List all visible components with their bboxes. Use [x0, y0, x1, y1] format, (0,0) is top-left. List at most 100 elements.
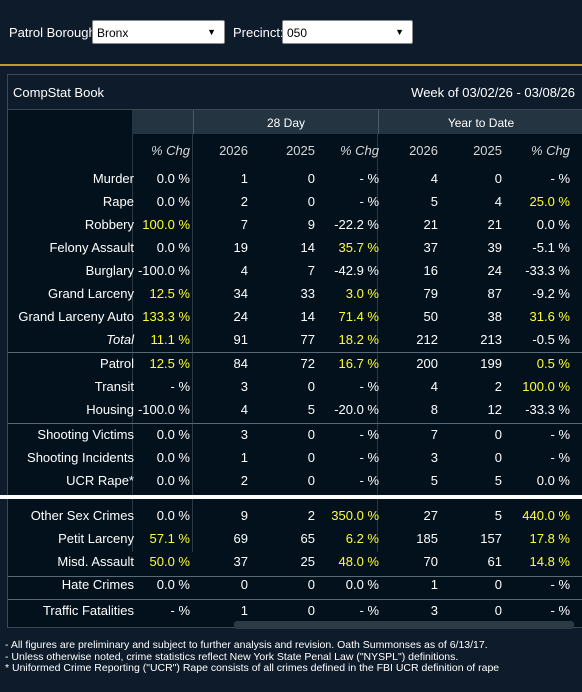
- table-cell: 79: [423, 286, 438, 301]
- table-cell: 3: [430, 603, 438, 618]
- column-separator: [132, 134, 133, 552]
- table-cell: -5.1 %: [532, 240, 570, 255]
- section-divider: [8, 423, 582, 424]
- table-cell: 4: [430, 171, 438, 186]
- table-cell: 31.6 %: [529, 309, 570, 324]
- table-cell: -0.5 %: [532, 332, 570, 347]
- table-row: Hate Crimes 0.0 % 0 0 0.0 % 1 0 - %: [8, 573, 582, 596]
- table-cell: 4: [494, 194, 502, 209]
- table-cell: 37: [233, 554, 248, 569]
- table-cell: 0: [307, 171, 315, 186]
- table-cell: 24: [487, 263, 502, 278]
- table-cell: 0: [494, 427, 502, 442]
- table-cell: 17.8 %: [529, 531, 570, 546]
- borough-select-value: Bronx: [97, 26, 129, 40]
- precinct-select[interactable]: 050 ▼: [282, 20, 413, 44]
- table-cell: 0: [307, 427, 315, 442]
- section-divider: [8, 599, 582, 600]
- table-cell: 4: [240, 402, 248, 417]
- table-row: Grand Larceny 12.5 % 34 33 3.0 % 79 87 -9.2 %: [8, 282, 582, 305]
- table-cell: 0.0 %: [156, 171, 190, 186]
- table-cell: 33: [300, 286, 315, 301]
- table-cell: 3.0 %: [345, 286, 379, 301]
- table-cell: 0: [494, 450, 502, 465]
- table-cell: 213: [480, 332, 502, 347]
- table-cell: 70: [423, 554, 438, 569]
- table-cell: -100.0 %: [137, 263, 190, 278]
- table-cell: 3: [430, 450, 438, 465]
- table-cell: -33.3 %: [525, 402, 570, 417]
- table-row: Burglary -100.0 % 4 7 -42.9 % 16 24 -33.3 %: [8, 259, 582, 282]
- table-cell: 4: [240, 263, 248, 278]
- table-cell: - %: [359, 473, 380, 488]
- table-cell: 24: [233, 309, 248, 324]
- table-row: Misd. Assault 50.0 % 37 25 48.0 % 70 61 14.8 %: [8, 550, 582, 573]
- panel-header: CompStat Book Week of 03/02/26 - 03/08/2…: [8, 75, 582, 110]
- table-cell: 157: [480, 531, 502, 546]
- group-ytd-label: Year to Date: [447, 116, 515, 130]
- table-cell: 5: [430, 473, 438, 488]
- table-cell: -100.0 %: [137, 402, 190, 417]
- table-cell: 16.7 %: [338, 356, 379, 371]
- table-cell: - %: [170, 603, 191, 618]
- footnotes: - All figures are preliminary and subjec…: [5, 639, 580, 675]
- table-row: Rape 0.0 % 2 0 - % 5 4 25.0 %: [8, 190, 582, 213]
- row-label: Patrol: [100, 356, 134, 371]
- table-row: Transit - % 3 0 - % 4 2 100.0 %: [8, 375, 582, 398]
- table-cell: 18.2 %: [338, 332, 379, 347]
- precinct-select-value: 050: [287, 26, 308, 40]
- table-row: Murder 0.0 % 1 0 - % 4 0 - %: [8, 167, 582, 190]
- column-header: 2025: [473, 143, 502, 158]
- table-cell: 5: [307, 402, 315, 417]
- table-cell: 1: [240, 450, 248, 465]
- table-cell: 100.0 %: [522, 379, 570, 394]
- footnote: * Uniformed Crime Reporting ("UCR") Rape…: [5, 662, 500, 674]
- column-separator: [192, 134, 193, 552]
- compstat-panel: CompStat Book Week of 03/02/26 - 03/08/2…: [7, 74, 582, 628]
- chevron-down-icon: ▼: [395, 27, 404, 37]
- horizontal-scrollbar[interactable]: [234, 621, 574, 629]
- row-label: Grand Larceny: [48, 286, 134, 301]
- row-label: Traffic Fatalities: [42, 603, 134, 618]
- column-header: 2025: [286, 143, 315, 158]
- table-cell: - %: [550, 171, 571, 186]
- table-cell: - %: [359, 379, 380, 394]
- table-cell: 0: [240, 577, 248, 592]
- table-cell: 12.5 %: [149, 356, 190, 371]
- table-cell: 0: [307, 577, 315, 592]
- table-cell: 2: [240, 473, 248, 488]
- group-blank: [8, 110, 132, 134]
- table-cell: 0.0 %: [156, 240, 190, 255]
- table-cell: - %: [359, 450, 380, 465]
- table-cell: 0: [307, 194, 315, 209]
- column-separator: [377, 134, 378, 552]
- filter-bar: Patrol Borough: Bronx ▼ Precinct: 050 ▼: [0, 0, 582, 64]
- table-cell: 5: [494, 508, 502, 523]
- borough-select[interactable]: Bronx ▼: [92, 20, 225, 44]
- table-cell: 37: [423, 240, 438, 255]
- row-label: Felony Assault: [49, 240, 134, 255]
- row-label: Burglary: [85, 263, 134, 278]
- row-label: Transit: [94, 379, 134, 394]
- table-cell: - %: [550, 450, 571, 465]
- table-cell: 2: [494, 379, 502, 394]
- table-cell: 12: [487, 402, 502, 417]
- table-cell: 7: [307, 263, 315, 278]
- table-cell: 0.0 %: [156, 427, 190, 442]
- column-header: % Chg: [150, 143, 190, 158]
- table-cell: 199: [480, 356, 502, 371]
- table-row: Housing -100.0 % 4 5 -20.0 % 8 12 -33.3 %: [8, 398, 582, 421]
- table-cell: 61: [487, 554, 502, 569]
- table-cell: 7: [430, 427, 438, 442]
- table-cell: -42.9 %: [334, 263, 379, 278]
- table-cell: 0.0 %: [156, 577, 190, 592]
- table-cell: 0: [307, 450, 315, 465]
- table-cell: 12.5 %: [149, 286, 190, 301]
- footnote: - Unless otherwise noted, crime statisti…: [5, 650, 459, 663]
- table-cell: 27: [423, 508, 438, 523]
- table-cell: - %: [550, 427, 571, 442]
- table-cell: 0.0 %: [345, 577, 379, 592]
- table-cell: 1: [240, 603, 248, 618]
- table-cell: 212: [416, 332, 438, 347]
- section-divider: [8, 352, 582, 353]
